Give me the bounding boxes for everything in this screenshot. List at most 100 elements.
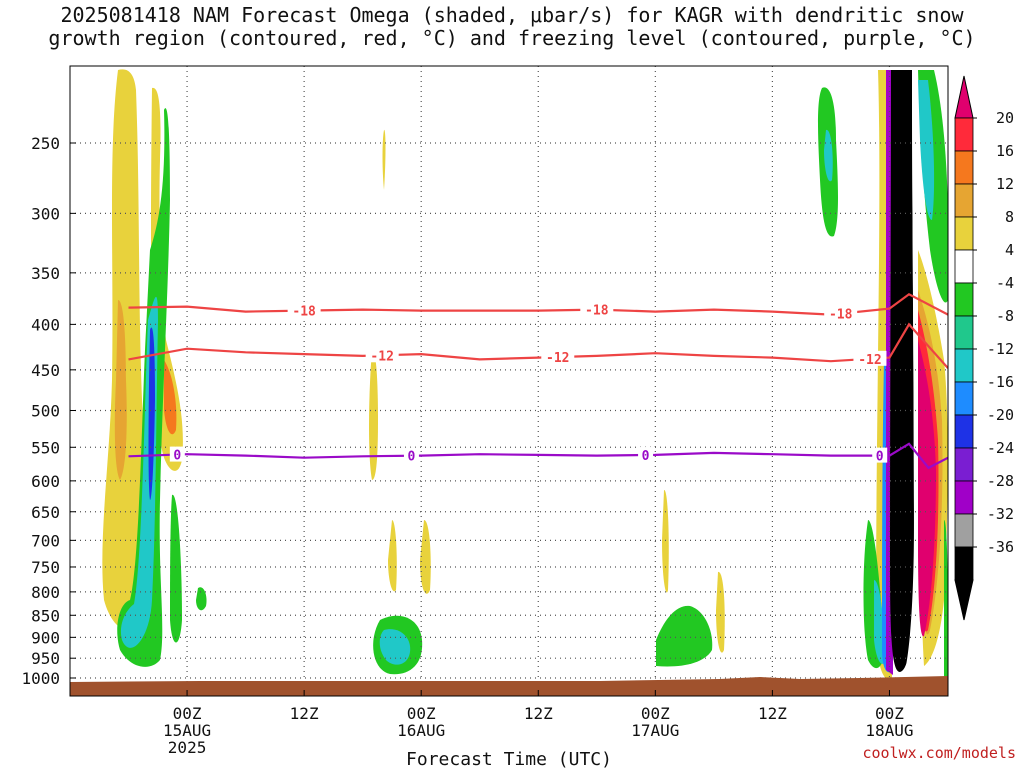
x-tick-label: 12Z xyxy=(524,704,553,723)
omega-blob-yellow-mid-2 xyxy=(382,129,386,190)
contour-label: -18 xyxy=(585,304,609,319)
x-tick-label: 15AUG xyxy=(163,721,211,740)
colorbar-swatch xyxy=(954,183,974,218)
omega-blob-green-right-edge xyxy=(944,520,948,680)
x-tick-label: 18AUG xyxy=(865,721,913,740)
contour-label: -12 xyxy=(370,349,393,364)
x-tick-label: 16AUG xyxy=(397,721,445,740)
contour-label: -12 xyxy=(858,353,881,368)
y-tick-label: 300 xyxy=(31,204,60,223)
omega-blob-yellow-mid-3 xyxy=(388,520,397,592)
y-tick-label: 450 xyxy=(31,361,60,380)
colorbar-swatch xyxy=(954,348,974,383)
x-tick-label: 12Z xyxy=(758,704,787,723)
colorbar-swatch xyxy=(954,282,974,317)
omega-blob-green-late xyxy=(656,605,713,667)
y-tick-label: 650 xyxy=(31,503,60,522)
colorbar-label: -32 xyxy=(987,505,1014,523)
colorbar-label: -36 xyxy=(987,538,1014,556)
omega-blob-yellow-late-2 xyxy=(716,571,725,653)
contour-label-bg xyxy=(169,446,185,462)
colorbar-swatch xyxy=(954,447,974,482)
omega-blob-yellow-late xyxy=(662,489,669,593)
contour-label-bg xyxy=(365,347,399,363)
omega-blob-orange-early xyxy=(114,300,127,480)
omega-blob-white-halo xyxy=(904,70,919,676)
colorbar-label: 4 xyxy=(1005,241,1014,259)
y-tick-label: 250 xyxy=(31,134,60,153)
x-tick-label: 00Z xyxy=(875,704,904,723)
colorbar-swatch xyxy=(954,546,974,581)
contour-layer: -18 -18 -18 -12 -12 -12 0 0 0 0 xyxy=(128,293,948,470)
y-tick-label: 500 xyxy=(31,402,60,421)
colorbar-swatch xyxy=(954,381,974,416)
x-tick-label: 12Z xyxy=(290,704,319,723)
contour-label: -12 xyxy=(546,351,569,366)
y-tick-label: 700 xyxy=(31,531,60,550)
colorbar-label: -20 xyxy=(987,406,1014,424)
omega-blob-yellow-mid-4 xyxy=(420,520,431,594)
colorbar-swatch xyxy=(954,315,974,350)
x-axis-label: Forecast Time (UTC) xyxy=(406,749,612,768)
y-tick-label: 400 xyxy=(31,315,60,334)
omega-blob-green-early xyxy=(117,108,170,667)
omega-blob-teal-right xyxy=(918,80,935,220)
contour-label-bg xyxy=(824,305,858,321)
y-tick-label: 950 xyxy=(31,649,60,668)
colorbar-label: 8 xyxy=(1005,208,1014,226)
credit-text: coolwx.com/models xyxy=(862,744,1016,762)
x-tick-label: 00Z xyxy=(173,704,202,723)
colorbar-label: 20 xyxy=(996,109,1014,127)
y-tick-label: 800 xyxy=(31,583,60,602)
omega-blob-magenta-right xyxy=(918,340,936,637)
omega-blob-orange-early-2 xyxy=(164,360,177,435)
title-line-2: growth region (contoured, red, °C) and f… xyxy=(48,26,976,50)
y-tick-label: 350 xyxy=(31,264,60,283)
colorbar-label: -28 xyxy=(987,472,1014,490)
y-tick-label: 850 xyxy=(31,606,60,625)
colorbar-swatch xyxy=(954,249,974,284)
colorbar-top-arrow xyxy=(954,75,974,119)
colorbar-swatch xyxy=(954,216,974,251)
colorbar: 20 16 12 8 4 -4 -8 -12 -16 -20 -24 -28 -32 -36 xyxy=(954,75,1014,621)
colorbar-swatch xyxy=(954,480,974,515)
grid-layer xyxy=(70,66,948,696)
colorbar-label: 12 xyxy=(996,175,1014,193)
colorbar-label: -24 xyxy=(987,439,1014,457)
omega-blob-black-core xyxy=(890,70,914,672)
contour-label: 0 xyxy=(173,449,181,464)
contour-label-bg xyxy=(853,350,887,366)
title-line-1: 2025081418 NAM Forecast Omega (shaded, μ… xyxy=(60,3,964,27)
contour-label: 0 xyxy=(876,450,884,465)
colorbar-swatch xyxy=(954,150,974,185)
omega-blob-teal-mid xyxy=(379,629,411,665)
contour-label-bg xyxy=(580,301,614,317)
contour-label-bg xyxy=(541,349,575,365)
omega-shading-layer xyxy=(102,69,948,681)
colorbar-label: -12 xyxy=(987,340,1014,358)
omega-blob-teal-early xyxy=(120,296,158,648)
colorbar-label: -4 xyxy=(996,274,1014,292)
colorbar-swatch xyxy=(954,513,974,548)
contour-label: -18 xyxy=(829,308,853,323)
omega-blob-green-early-3 xyxy=(170,494,182,643)
colorbar-label: -8 xyxy=(996,307,1014,325)
x-tick-label: 00Z xyxy=(407,704,436,723)
y-tick-label: 600 xyxy=(31,472,60,491)
contour-label: -18 xyxy=(292,305,316,320)
terrain-strip xyxy=(70,676,948,696)
x-tick-label: 17AUG xyxy=(631,721,679,740)
contour-label-bg xyxy=(287,302,321,318)
y-tick-label: 1000 xyxy=(21,669,60,688)
contour-line-0 xyxy=(128,442,948,470)
contour-label: 0 xyxy=(408,450,416,465)
omega-blob-blue-early xyxy=(148,327,155,500)
contour-label: 0 xyxy=(642,449,650,464)
ground-layer xyxy=(70,676,948,696)
x-tick-label: 2025 xyxy=(168,738,207,757)
y-tick-label: 900 xyxy=(31,628,60,647)
y-axis: 250 300 350 400 450 500 550 600 650 700 750 800 850 9… xyxy=(21,134,76,688)
contour-label-bg xyxy=(638,447,654,463)
